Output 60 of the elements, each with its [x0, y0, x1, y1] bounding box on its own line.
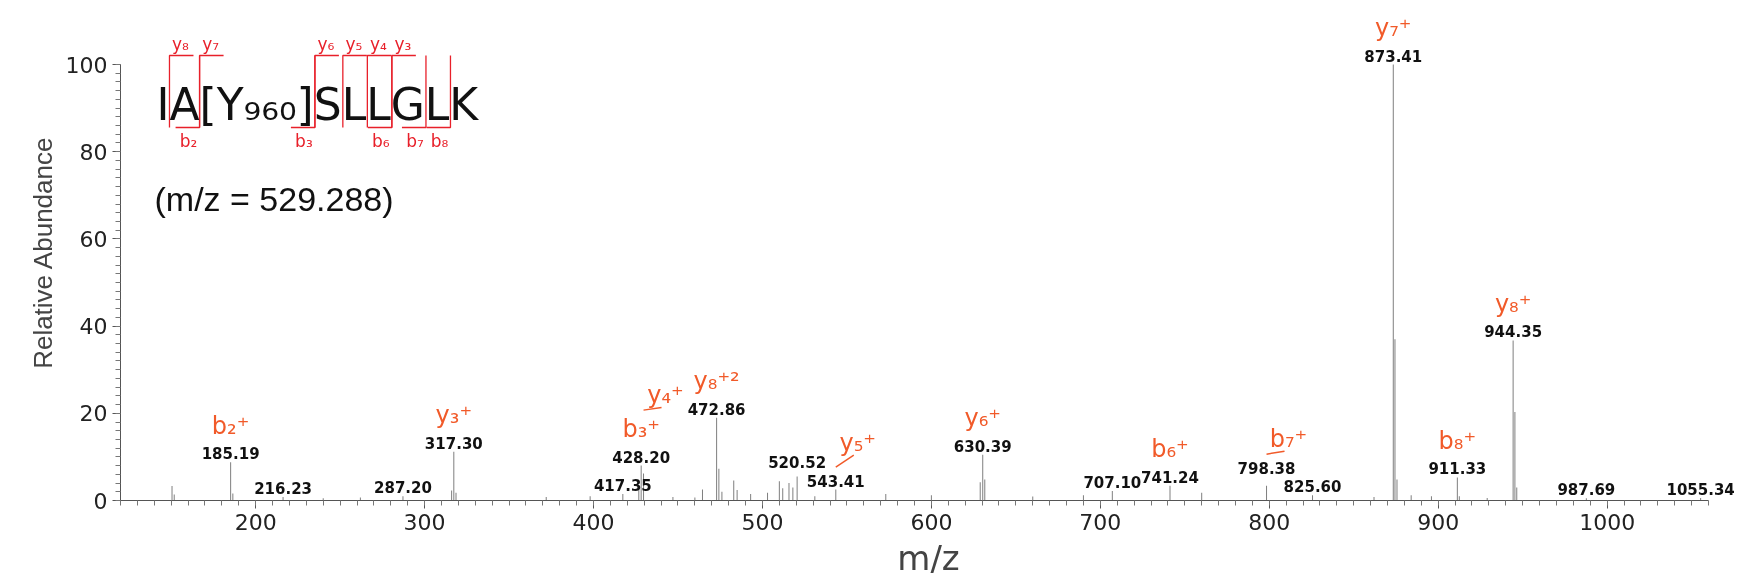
x-axis-title: m/z: [897, 537, 960, 578]
annotation: 287.20: [374, 479, 432, 498]
annotation: 417.35: [593, 476, 652, 495]
text: y₇: [202, 33, 220, 54]
annotation: y₇⁺: [1375, 14, 1412, 42]
annotation: 825.60: [1283, 478, 1342, 497]
x-tick-label: 600: [910, 509, 953, 535]
text: y₃: [394, 33, 412, 54]
annotation: y₄⁺: [647, 381, 684, 410]
annotation: 317.30: [424, 434, 483, 453]
annotation: 1055.34: [1666, 480, 1735, 499]
annotation: 873.41: [1364, 47, 1423, 66]
annotation: 543.41: [806, 472, 865, 491]
x-tick-label: 800: [1248, 509, 1291, 535]
annotation: 630.39: [953, 437, 1012, 456]
annotation: 741.24: [1141, 468, 1199, 487]
annotation: 216.23: [254, 480, 313, 499]
x-tick-label: 300: [403, 509, 446, 535]
annotation: y₃⁺: [435, 401, 473, 430]
y-tick-label: 0: [93, 488, 108, 514]
text: y₈: [172, 33, 190, 54]
annotation: 520.52: [768, 453, 827, 472]
annotation: 798.38: [1237, 459, 1296, 478]
annotation: b₆: [372, 130, 390, 151]
text: y₅: [345, 33, 363, 54]
y-tick-label: 80: [79, 139, 108, 165]
annotation: y₆⁺: [964, 404, 1001, 433]
annotation: y₅⁺: [839, 429, 877, 458]
x-tick-label: 900: [1417, 509, 1460, 535]
annotation: 911.33: [1428, 460, 1487, 479]
y-tick-label: 40: [79, 314, 108, 340]
x-tick-label: 400: [572, 509, 615, 535]
x-tick-label: 500: [741, 509, 784, 535]
annotation: 707.10: [1083, 473, 1142, 492]
annotation: y₈⁺: [1494, 289, 1532, 318]
text: y₆: [317, 33, 335, 54]
annotation: 428.20: [612, 448, 671, 467]
annotation: b₃: [295, 130, 313, 151]
x-tick-label: 1000: [1579, 509, 1636, 535]
y-tick-label: 60: [79, 226, 108, 252]
y-axis-title: Relative Abundance: [27, 137, 58, 369]
annotation: b₈: [430, 130, 449, 151]
annotation: 944.35: [1484, 323, 1543, 342]
annotation: b₂⁺: [211, 411, 250, 440]
x-tick-label: 700: [1079, 509, 1122, 535]
annotation: b₈⁺: [1438, 426, 1477, 455]
y-tick-label: 100: [65, 52, 108, 78]
y-tick-label: 20: [79, 401, 108, 427]
annotation: b₆⁺: [1151, 435, 1189, 464]
x-tick-label: 200: [234, 509, 277, 535]
annotation: 987.69: [1557, 481, 1616, 500]
annotation: b₂: [179, 130, 198, 151]
annotation: 472.86: [687, 400, 746, 419]
annotation: y₈⁺²: [693, 367, 740, 396]
annotation: b₇⁺: [1269, 425, 1308, 454]
annotation: (m/z = 529.288): [154, 179, 394, 218]
annotation: b₃⁺: [622, 415, 660, 444]
annotation: 185.19: [201, 445, 260, 464]
text: y₄: [369, 33, 387, 54]
annotation: b₇: [406, 130, 424, 151]
